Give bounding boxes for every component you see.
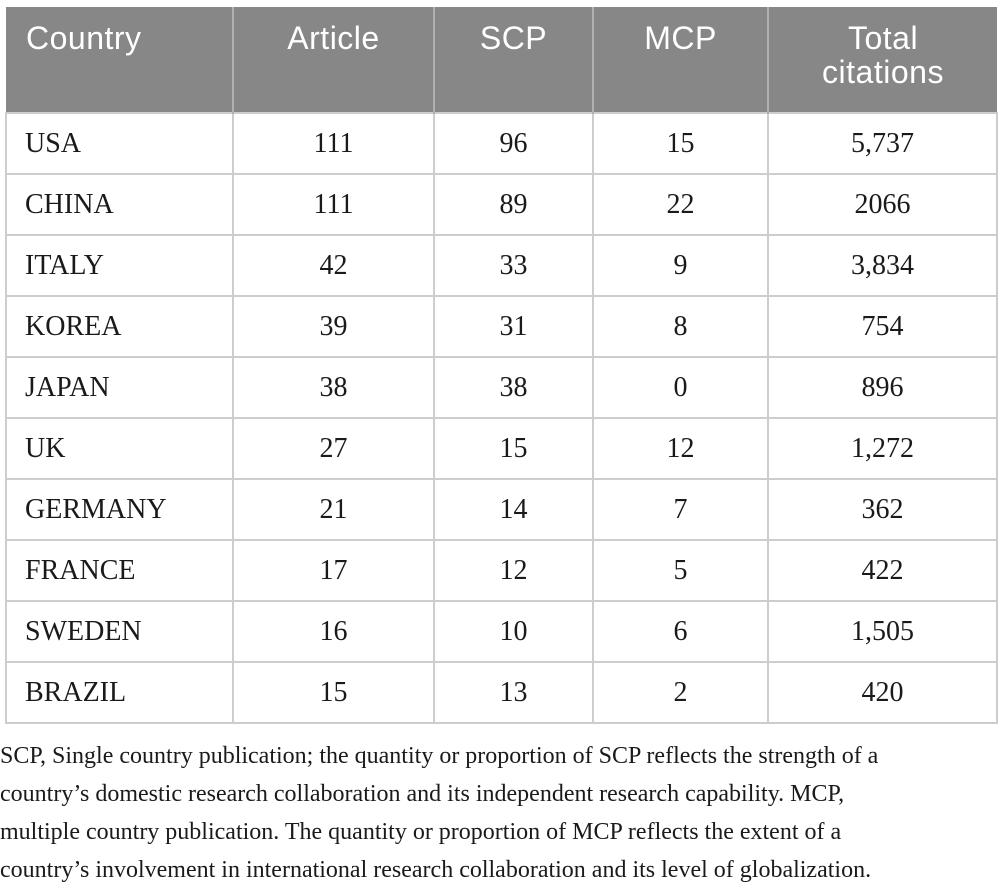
footnote-line: SCP, Single country publication; the qua…	[0, 743, 879, 769]
cell-total-citations: 896	[767, 356, 998, 419]
cell-scp: 89	[433, 173, 594, 236]
cell-mcp: 2	[592, 661, 769, 724]
cell-scp: 96	[433, 112, 594, 175]
cell-mcp: 5	[592, 539, 769, 602]
cell-mcp: 22	[592, 173, 769, 236]
cell-country: USA	[5, 112, 234, 175]
cell-country: FRANCE	[5, 539, 234, 602]
table-row: FRANCE 17 12 5 422	[5, 539, 998, 602]
cell-country: UK	[5, 417, 234, 480]
cell-article: 111	[232, 173, 435, 236]
cell-mcp: 0	[592, 356, 769, 419]
table-row: CHINA 111 89 22 2066	[5, 173, 998, 236]
table-header: Country Article SCP MCP Total citations	[6, 7, 997, 113]
cell-scp: 33	[433, 234, 594, 297]
table-row: ITALY 42 33 9 3,834	[5, 234, 998, 297]
cell-article: 111	[232, 112, 435, 175]
column-header-mcp: MCP	[593, 7, 769, 113]
column-header-article: Article	[233, 7, 435, 113]
cell-country: SWEDEN	[5, 600, 234, 663]
cell-article: 42	[232, 234, 435, 297]
cell-total-citations: 2066	[767, 173, 998, 236]
cell-article: 21	[232, 478, 435, 541]
header-row: Country Article SCP MCP Total citations	[6, 7, 997, 113]
cell-mcp: 12	[592, 417, 769, 480]
cell-total-citations: 5,737	[767, 112, 998, 175]
cell-article: 27	[232, 417, 435, 480]
cell-mcp: 9	[592, 234, 769, 297]
table-footnote: SCP, Single country publication; the qua…	[0, 737, 1005, 889]
cell-scp: 38	[433, 356, 594, 419]
table-row: UK 27 15 12 1,272	[5, 417, 998, 480]
cell-mcp: 6	[592, 600, 769, 663]
table-row: USA 111 96 15 5,737	[5, 112, 998, 175]
cell-article: 39	[232, 295, 435, 358]
cell-mcp: 15	[592, 112, 769, 175]
table-row: JAPAN 38 38 0 896	[5, 356, 998, 419]
table-body: USA 111 96 15 5,737 CHINA 111 89 22 2066…	[5, 112, 998, 724]
cell-total-citations: 422	[767, 539, 998, 602]
cell-country: CHINA	[5, 173, 234, 236]
footnote-line: country’s involvement in international r…	[0, 857, 872, 883]
table-row: BRAZIL 15 13 2 420	[5, 661, 998, 724]
cell-article: 38	[232, 356, 435, 419]
cell-scp: 10	[433, 600, 594, 663]
cell-article: 15	[232, 661, 435, 724]
cell-country: GERMANY	[5, 478, 234, 541]
cell-total-citations: 3,834	[767, 234, 998, 297]
cell-country: BRAZIL	[5, 661, 234, 724]
cell-mcp: 8	[592, 295, 769, 358]
column-header-country: Country	[6, 7, 234, 113]
cell-scp: 31	[433, 295, 594, 358]
cell-scp: 15	[433, 417, 594, 480]
table-row: GERMANY 21 14 7 362	[5, 478, 998, 541]
column-header-scp: SCP	[434, 7, 594, 113]
cell-scp: 14	[433, 478, 594, 541]
column-header-total-citations: Total citations	[768, 7, 997, 113]
footnote-line: multiple country publication. The quanti…	[0, 819, 842, 845]
cell-mcp: 7	[592, 478, 769, 541]
cell-total-citations: 754	[767, 295, 998, 358]
cell-total-citations: 362	[767, 478, 998, 541]
cell-article: 17	[232, 539, 435, 602]
country-citations-table: Country Article SCP MCP Total citations …	[5, 7, 998, 724]
cell-scp: 13	[433, 661, 594, 724]
table-row: SWEDEN 16 10 6 1,505	[5, 600, 998, 663]
cell-scp: 12	[433, 539, 594, 602]
cell-total-citations: 420	[767, 661, 998, 724]
cell-total-citations: 1,272	[767, 417, 998, 480]
footnote-line: country’s domestic research collaboratio…	[0, 781, 845, 807]
cell-country: KOREA	[5, 295, 234, 358]
table-row: KOREA 39 31 8 754	[5, 295, 998, 358]
cell-country: ITALY	[5, 234, 234, 297]
cell-total-citations: 1,505	[767, 600, 998, 663]
cell-country: JAPAN	[5, 356, 234, 419]
cell-article: 16	[232, 600, 435, 663]
column-header-total-citations-label: Total citations	[822, 20, 944, 90]
